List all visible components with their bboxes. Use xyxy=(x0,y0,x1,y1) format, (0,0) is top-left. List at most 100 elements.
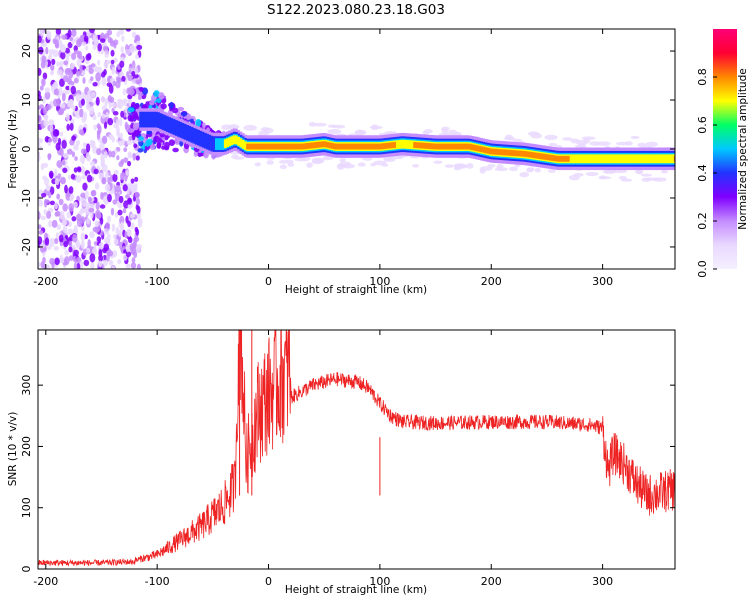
spectrogram-y-tick-label: 20 xyxy=(20,44,33,58)
spectrogram-noise-cell xyxy=(383,157,396,163)
spectrogram-noise-cell xyxy=(85,143,91,153)
spectrogram-noise-cell xyxy=(100,217,104,225)
spectrogram-noise-cell xyxy=(71,29,77,37)
spectrogram-ridge-cell xyxy=(261,143,265,150)
spectrogram-noise-cell xyxy=(73,224,78,234)
spectrogram-ridge-cell xyxy=(542,153,546,160)
spectrogram-ridge-cell xyxy=(466,143,470,150)
spectrogram-noise-cell xyxy=(127,114,133,122)
spectrogram-noise-cell xyxy=(82,182,88,191)
spectrogram-noise-cell xyxy=(123,147,128,153)
spectrogram-noise-cell xyxy=(62,160,66,166)
spectrogram-noise-cell xyxy=(125,29,132,32)
spectrogram-ridge-cell xyxy=(533,152,537,159)
spectrogram-ridge-cell xyxy=(286,143,290,150)
spectrogram-noise-cell xyxy=(97,111,102,118)
spectrogram-ridge-cell xyxy=(408,140,412,150)
spectrogram-noise-cell xyxy=(63,60,69,66)
spectrogram-noise-cell xyxy=(88,67,94,75)
spectrogram-noise-cell xyxy=(128,88,135,96)
spectrogram-ridge-cell xyxy=(602,154,606,164)
spectrogram-noise-cell xyxy=(466,163,474,169)
spectrogram-x-tick-label: 200 xyxy=(481,275,502,288)
spectrogram-ridge-cell xyxy=(551,155,555,161)
spectrogram-ridge-cell xyxy=(446,143,450,150)
spectrogram-ridge-cell xyxy=(448,143,452,150)
spectrogram-noise-cell xyxy=(127,160,132,167)
spectrogram-ridge-cell xyxy=(346,143,350,150)
spectrogram-noise-cell xyxy=(56,160,63,168)
spectrogram-noise-cell xyxy=(71,151,76,158)
spectrogram-ridge-cell xyxy=(573,154,577,164)
spectrogram-noise-cell xyxy=(80,91,86,101)
spectrogram-ridge-cell xyxy=(290,143,294,150)
spectrogram-ridge-cell xyxy=(284,143,287,150)
spectrogram-ridge-cell xyxy=(181,123,185,139)
spectrogram-ridge-cell xyxy=(219,138,223,150)
spectrogram-noise-cell xyxy=(448,129,458,135)
spectrogram-ridge-cell xyxy=(580,154,584,164)
spectrogram-noise-cell xyxy=(121,35,125,42)
spectrogram-ridge-cell xyxy=(364,143,368,150)
spectrogram-ridge-cell xyxy=(277,143,281,150)
spectrogram-ridge-cell xyxy=(422,142,425,149)
spectrogram-noise-cell xyxy=(138,83,143,89)
spectrogram-ridge-cell xyxy=(379,143,383,150)
spectrogram-noise-cell xyxy=(69,98,74,107)
spectrogram-noise-cell xyxy=(424,129,433,134)
spectrogram-noise-cell xyxy=(119,60,125,68)
spectrogram-noise-cell xyxy=(59,78,65,87)
spectrogram-ridge-cell xyxy=(306,143,310,149)
spectrogram-noise-cell xyxy=(79,197,86,203)
spectrogram-noise-cell xyxy=(93,168,99,175)
spectrogram-ridge-cell xyxy=(457,143,461,150)
spectrogram-noise-cell xyxy=(83,35,89,42)
spectrogram-noise-cell xyxy=(122,88,127,96)
spectrogram-noise-cell xyxy=(98,254,104,262)
spectrogram-noise-cell xyxy=(634,169,642,174)
spectrogram-noise-cell xyxy=(135,79,141,85)
spectrogram-noise-cell xyxy=(68,202,74,212)
spectrogram-ridge-cell xyxy=(257,143,261,150)
spectrogram-noise-cell xyxy=(79,260,84,269)
spectrogram-noise-cell xyxy=(136,44,143,51)
spectrogram-ridge-cell xyxy=(235,135,238,145)
spectrogram-noise-cell xyxy=(101,77,107,86)
spectrogram-noise-cell xyxy=(311,158,323,165)
spectrogram-ridge-cell xyxy=(598,154,601,164)
spectrogram-noise-cell xyxy=(90,140,96,148)
spectrogram-noise-cell xyxy=(49,257,55,265)
spectrogram-noise-cell xyxy=(107,250,114,257)
spectrogram-ridge-cell xyxy=(428,143,432,150)
spectrogram-noise-cell xyxy=(68,240,73,247)
spectrogram-ridge-cell xyxy=(197,129,200,146)
snr-plot-area xyxy=(38,330,675,569)
spectrogram-noise-cell xyxy=(54,178,60,186)
spectrogram-ridge-cell xyxy=(319,141,323,148)
spectrogram-x-tick-label: -200 xyxy=(33,275,58,288)
spectrogram-noise-cell xyxy=(202,122,206,129)
spectrogram-noise-cell xyxy=(306,162,313,168)
spectrogram-noise-cell xyxy=(620,178,633,182)
spectrogram-noise-cell xyxy=(232,156,245,160)
snr-x-tick-label: -100 xyxy=(145,575,170,588)
spectrogram-noise-cell xyxy=(60,51,66,60)
spectrogram-noise-cell xyxy=(615,141,630,146)
spectrogram-ridge-cell xyxy=(174,120,178,136)
spectrogram-noise-cell xyxy=(169,101,174,109)
spectrogram-noise-cell xyxy=(287,162,295,167)
spectrogram-noise-cell xyxy=(65,113,70,122)
spectrogram-ridge-cell xyxy=(667,154,670,164)
spectrogram-noise-cell xyxy=(102,46,109,51)
spectrogram-noise-cell xyxy=(43,177,50,186)
spectrogram-y-ticks: -20 -10 0 10 20 xyxy=(20,44,675,256)
spectrogram-noise-cell xyxy=(355,129,367,136)
spectrogram-ridge-cell xyxy=(295,143,298,150)
spectrogram-noise-cell xyxy=(441,128,449,135)
spectrogram-noise-cell xyxy=(80,216,86,224)
spectrogram-noise-cell xyxy=(108,259,114,266)
spectrogram-noise-cell xyxy=(83,259,90,267)
spectrogram-noise-cell xyxy=(49,237,55,247)
spectrogram-noise-cell xyxy=(38,105,42,111)
spectrogram-ridge-cell xyxy=(453,143,457,150)
